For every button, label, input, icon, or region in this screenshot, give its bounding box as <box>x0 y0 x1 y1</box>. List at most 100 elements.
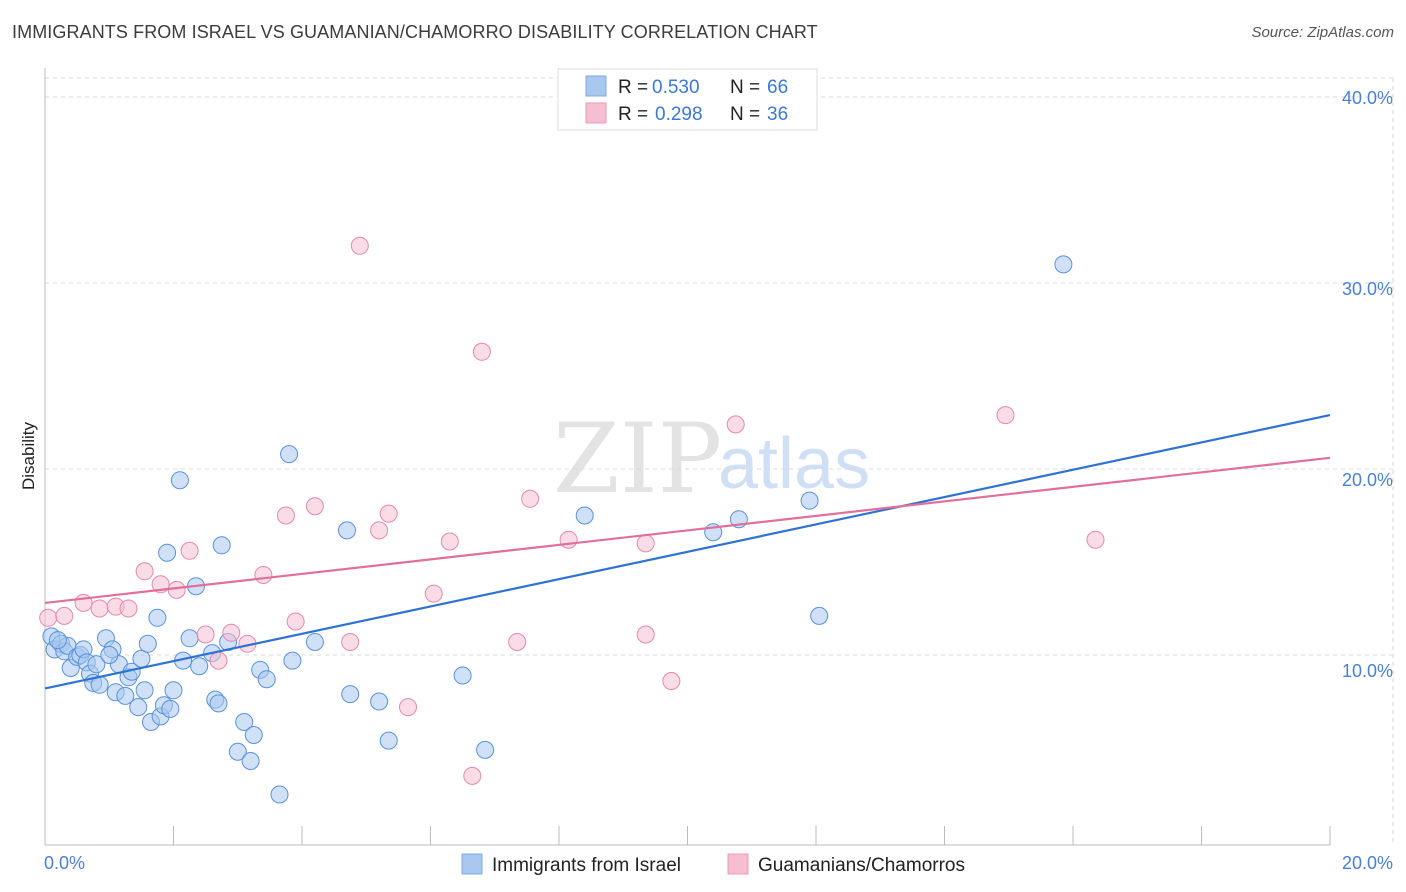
israel-point-64 <box>48 631 67 650</box>
guamanian-point-20 <box>370 521 389 540</box>
guamanian-point-32 <box>662 672 681 690</box>
axes <box>44 68 1331 846</box>
chart-title: IMMIGRANTS FROM ISRAEL VS GUAMANIAN/CHAM… <box>12 22 818 42</box>
israel-point-18 <box>116 686 135 705</box>
legend-r-value-israel: 0.530 <box>652 77 700 98</box>
guamanian-point-29 <box>559 530 578 549</box>
y-tick-label-40: 40.0% <box>1342 88 1393 108</box>
guamanian-point-12 <box>222 623 241 642</box>
guamanian-point-18 <box>341 633 360 651</box>
israel-point-63 <box>1054 255 1073 274</box>
israel-point-42 <box>228 742 247 761</box>
israel-point-31 <box>164 681 183 700</box>
bottom-legend-swatch-guamanian <box>727 853 749 875</box>
guamanian-point-9 <box>180 541 199 560</box>
israel-point-49 <box>280 445 299 464</box>
israel-point-47 <box>257 670 276 689</box>
guamanian-point-25 <box>463 766 482 785</box>
israel-point-62 <box>810 606 829 625</box>
guamanian-point-21 <box>379 504 398 523</box>
guamanian-point-28 <box>521 489 540 508</box>
guamanian-point-5 <box>119 599 138 618</box>
israel-point-55 <box>379 731 398 750</box>
legend-r-label-guamanian: R = <box>618 104 648 125</box>
legend-n-label-israel: N = <box>730 77 760 98</box>
israel-point-65 <box>100 646 119 664</box>
x-tick-label-max: 20.0% <box>1342 853 1393 873</box>
israel-point-44 <box>241 752 260 770</box>
israel-point-48 <box>270 785 289 804</box>
israel-point-26 <box>148 608 167 627</box>
guamanian-point-15 <box>276 506 295 525</box>
legend-r-value-guamanian: 0.298 <box>655 104 703 125</box>
y-axis-title: Disability <box>19 421 38 490</box>
guamanian-point-10 <box>196 625 215 644</box>
guamanian-point-24 <box>440 532 459 551</box>
guamanian-point-8 <box>167 580 186 599</box>
guamanian-point-1 <box>55 606 74 625</box>
y-tick-label-30: 30.0% <box>1342 279 1393 299</box>
israel-point-23 <box>135 681 154 700</box>
israel-point-21 <box>129 698 148 717</box>
guamanian-point-14 <box>254 566 273 584</box>
israel-point-45 <box>244 726 263 744</box>
legend-r-label-israel: R = <box>618 77 648 98</box>
israel-point-52 <box>338 521 356 540</box>
series-israel-points <box>42 255 1073 804</box>
israel-point-36 <box>190 657 209 676</box>
guamanian-point-6 <box>135 562 154 581</box>
guamanian-point-27 <box>508 633 527 651</box>
guamanian-point-0 <box>39 608 58 627</box>
guamanian-point-3 <box>90 599 109 618</box>
correlation-legend: R = 0.530 N = 66 R = 0.298 N = 36 <box>557 68 818 131</box>
bottom-legend-label-guamanian: Guamanians/Chamorros <box>758 855 965 876</box>
legend-n-value-guamanian: 36 <box>767 104 788 125</box>
legend-n-value-israel: 66 <box>767 77 788 98</box>
guamanian-point-30 <box>636 625 655 644</box>
guamanian-point-35 <box>1086 530 1105 549</box>
guamanian-point-11 <box>209 651 228 670</box>
guamanian-point-31 <box>636 534 655 553</box>
y-tick-label-20: 20.0% <box>1342 470 1393 490</box>
trend-line-israel <box>44 413 1331 690</box>
guamanian-point-23 <box>424 584 443 603</box>
israel-point-30 <box>161 699 180 718</box>
y-tick-label-10: 10.0% <box>1342 661 1393 681</box>
israel-point-32 <box>170 471 189 490</box>
israel-point-24 <box>138 634 157 653</box>
guamanian-point-33 <box>726 415 745 434</box>
israel-point-12 <box>87 655 106 674</box>
israel-point-54 <box>370 692 389 711</box>
israel-point-34 <box>180 629 199 648</box>
guamanian-point-16 <box>286 612 305 631</box>
legend-swatch-guamanian <box>585 102 607 124</box>
series-legend: Immigrants from Israel Guamanians/Chamor… <box>461 853 965 876</box>
israel-point-53 <box>341 685 360 704</box>
source-label: Source: ZipAtlas.com <box>1251 24 1394 41</box>
watermark-zip: ZIP <box>553 403 722 515</box>
israel-point-50 <box>283 651 302 670</box>
israel-point-40 <box>212 536 231 555</box>
bottom-legend-label-israel: Immigrants from Israel <box>492 855 681 876</box>
x-tick-label-min: 0.0% <box>44 853 85 873</box>
trend-line-guamanian <box>44 456 1331 605</box>
legend-n-label-guamanian: N = <box>730 104 760 125</box>
watermark-atlas: atlas <box>718 424 870 504</box>
trend-lines <box>44 413 1331 690</box>
israel-point-43 <box>235 713 254 731</box>
bottom-legend-swatch-israel <box>461 853 483 875</box>
legend-swatch-israel <box>585 75 607 97</box>
guamanian-point-22 <box>399 698 417 717</box>
guamanian-point-19 <box>350 236 369 255</box>
israel-point-39 <box>209 694 228 713</box>
israel-point-51 <box>305 633 324 651</box>
guamanian-point-34 <box>996 406 1015 425</box>
israel-point-29 <box>158 543 177 562</box>
israel-point-58 <box>575 506 594 525</box>
israel-point-56 <box>453 666 472 685</box>
israel-point-57 <box>476 740 495 759</box>
israel-point-61 <box>800 491 819 510</box>
guamanian-point-26 <box>472 342 491 361</box>
guamanian-point-17 <box>305 497 324 516</box>
